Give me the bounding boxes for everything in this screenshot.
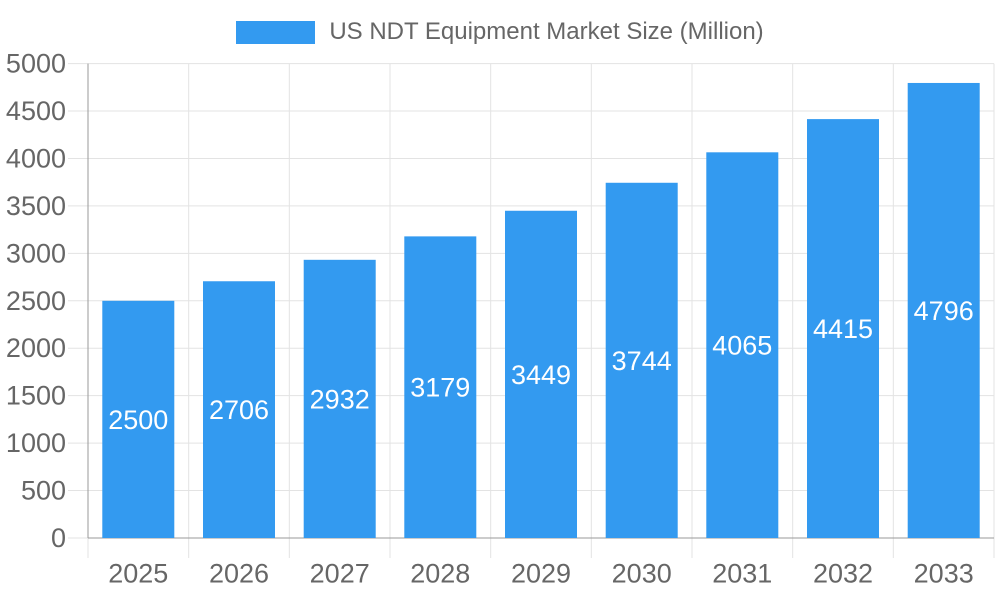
- svg-text:4415: 4415: [813, 314, 873, 344]
- svg-text:500: 500: [21, 476, 66, 506]
- svg-text:2500: 2500: [108, 405, 168, 435]
- svg-text:2032: 2032: [813, 559, 873, 589]
- svg-text:2030: 2030: [612, 559, 672, 589]
- svg-text:3000: 3000: [6, 238, 66, 268]
- svg-text:2932: 2932: [310, 384, 370, 414]
- svg-text:2027: 2027: [310, 559, 370, 589]
- svg-text:4000: 4000: [6, 143, 66, 173]
- svg-text:4065: 4065: [712, 331, 772, 361]
- svg-text:2033: 2033: [914, 559, 974, 589]
- svg-text:4796: 4796: [914, 296, 974, 326]
- svg-text:2028: 2028: [410, 559, 470, 589]
- svg-text:2706: 2706: [209, 395, 269, 425]
- svg-text:4500: 4500: [6, 96, 66, 126]
- svg-text:3500: 3500: [6, 191, 66, 221]
- svg-text:3179: 3179: [410, 373, 470, 403]
- svg-text:2025: 2025: [108, 559, 168, 589]
- svg-text:2026: 2026: [209, 559, 269, 589]
- svg-text:2029: 2029: [511, 559, 571, 589]
- svg-text:5000: 5000: [6, 49, 66, 79]
- svg-text:1000: 1000: [6, 428, 66, 458]
- svg-text:0: 0: [51, 523, 66, 553]
- svg-text:2031: 2031: [712, 559, 772, 589]
- svg-text:3744: 3744: [612, 346, 672, 376]
- svg-text:3449: 3449: [511, 360, 571, 390]
- svg-text:1500: 1500: [6, 381, 66, 411]
- svg-text:2500: 2500: [6, 286, 66, 316]
- svg-text:2000: 2000: [6, 333, 66, 363]
